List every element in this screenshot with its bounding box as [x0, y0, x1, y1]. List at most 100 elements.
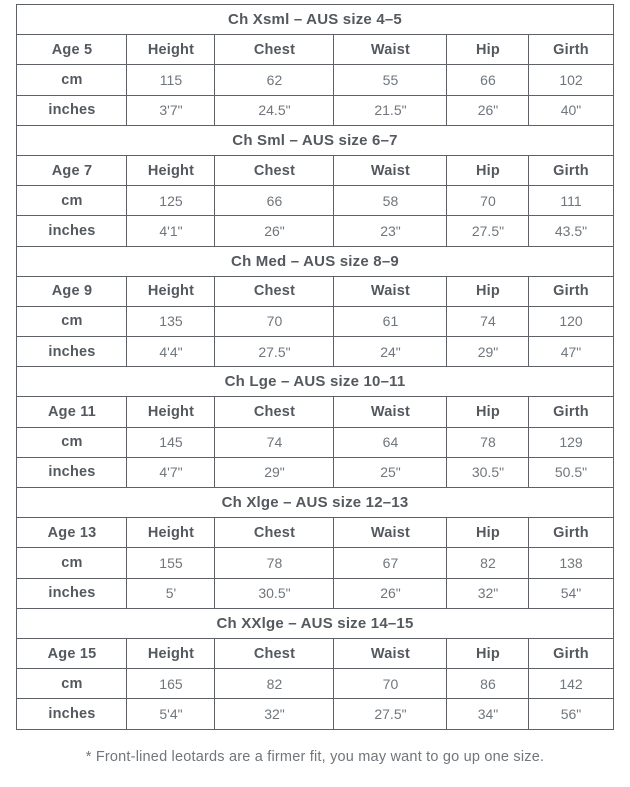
unit-label-cell: inches [16, 94, 128, 126]
inches-value-cell: 56" [528, 698, 614, 730]
section-header-row: Age 15 Height Chest Waist Hip Girth [16, 637, 614, 670]
cm-value-cell: 142 [528, 668, 614, 700]
measure-header-cell: Waist [333, 517, 448, 549]
cm-value-cell: 62 [214, 64, 335, 96]
unit-label-cell: inches [16, 456, 128, 489]
section-title-row: Ch Sml – AUS size 6–7 [16, 124, 614, 156]
measure-header-cell: Girth [528, 154, 614, 187]
unit-label-cell: inches [16, 336, 128, 368]
section-title-row: Ch Xlge – AUS size 12–13 [16, 486, 614, 519]
unit-label-cell: inches [16, 577, 128, 609]
cm-value-cell: 70 [446, 185, 530, 217]
cm-value-cell: 135 [126, 305, 216, 338]
measure-header-cell: Chest [214, 154, 335, 187]
unit-label-cell: cm [16, 547, 128, 579]
age-header-cell: Age 9 [16, 275, 128, 307]
cm-values-row: cm 155 78 67 82 138 [16, 547, 614, 579]
measure-header-cell: Waist [333, 396, 448, 428]
section-title: Ch Sml – AUS size 6–7 [16, 124, 614, 156]
inches-value-cell: 26" [214, 215, 335, 247]
cm-values-row: cm 125 66 58 70 111 [16, 185, 614, 217]
cm-value-cell: 66 [214, 185, 335, 217]
measure-header-cell: Height [126, 154, 216, 187]
age-header-cell: Age 5 [16, 34, 128, 66]
measure-header-cell: Chest [214, 396, 335, 428]
measure-header-cell: Height [126, 517, 216, 549]
section-title-row: Ch Med – AUS size 8–9 [16, 245, 614, 277]
section-header-row: Age 5 Height Chest Waist Hip Girth [16, 34, 614, 66]
unit-label-cell: inches [16, 215, 128, 247]
section-title: Ch Xsml – AUS size 4–5 [16, 3, 614, 36]
cm-value-cell: 155 [126, 547, 216, 579]
measure-header-cell: Girth [528, 396, 614, 428]
section-header-row: Age 13 Height Chest Waist Hip Girth [16, 517, 614, 549]
measure-header-cell: Hip [446, 517, 530, 549]
unit-label-cell: inches [16, 698, 128, 730]
unit-label-cell: cm [16, 305, 128, 338]
inches-value-cell: 27.5" [214, 336, 335, 368]
inches-values-row: inches 4'4" 27.5" 24" 29" 47" [16, 336, 614, 368]
inches-value-cell: 27.5" [446, 215, 530, 247]
cm-value-cell: 102 [528, 64, 614, 96]
cm-value-cell: 67 [333, 547, 448, 579]
cm-value-cell: 74 [214, 426, 335, 458]
cm-value-cell: 115 [126, 64, 216, 96]
measure-header-cell: Waist [333, 34, 448, 66]
cm-value-cell: 58 [333, 185, 448, 217]
measure-header-cell: Chest [214, 517, 335, 549]
section-header-row: Age 7 Height Chest Waist Hip Girth [16, 154, 614, 187]
unit-label-cell: cm [16, 668, 128, 700]
cm-value-cell: 70 [214, 305, 335, 338]
inches-value-cell: 24" [333, 336, 448, 368]
section-header-row: Age 11 Height Chest Waist Hip Girth [16, 396, 614, 428]
cm-value-cell: 145 [126, 426, 216, 458]
inches-values-row: inches 5'4" 32" 27.5" 34" 56" [16, 698, 614, 730]
section-title: Ch Lge – AUS size 10–11 [16, 366, 614, 398]
measure-header-cell: Hip [446, 34, 530, 66]
inches-value-cell: 25" [333, 456, 448, 489]
inches-value-cell: 26" [333, 577, 448, 609]
measure-header-cell: Height [126, 396, 216, 428]
inches-value-cell: 34" [446, 698, 530, 730]
size-chart-table: Ch Xsml – AUS size 4–5 Age 5 Height Chest Wa… [16, 3, 614, 730]
cm-values-row: cm 135 70 61 74 120 [16, 305, 614, 338]
measure-header-cell: Hip [446, 275, 530, 307]
cm-value-cell: 86 [446, 668, 530, 700]
measure-header-cell: Chest [214, 637, 335, 670]
measure-header-cell: Waist [333, 154, 448, 187]
cm-value-cell: 82 [214, 668, 335, 700]
inches-values-row: inches 4'7" 29" 25" 30.5" 50.5" [16, 456, 614, 489]
measure-header-cell: Waist [333, 275, 448, 307]
footnote: * Front-lined leotards are a firmer fit,… [85, 748, 545, 765]
cm-value-cell: 138 [528, 547, 614, 579]
section-title-row: Ch Xsml – AUS size 4–5 [16, 3, 614, 36]
cm-value-cell: 78 [446, 426, 530, 458]
section-title: Ch Xlge – AUS size 12–13 [16, 486, 614, 519]
inches-values-row: inches 5' 30.5" 26" 32" 54" [16, 577, 614, 609]
inches-value-cell: 40" [528, 94, 614, 126]
cm-value-cell: 55 [333, 64, 448, 96]
cm-values-row: cm 145 74 64 78 129 [16, 426, 614, 458]
inches-value-cell: 30.5" [446, 456, 530, 489]
inches-value-cell: 4'7" [126, 456, 216, 489]
inches-value-cell: 23" [333, 215, 448, 247]
cm-value-cell: 64 [333, 426, 448, 458]
inches-value-cell: 5' [126, 577, 216, 609]
cm-value-cell: 78 [214, 547, 335, 579]
inches-value-cell: 26" [446, 94, 530, 126]
cm-value-cell: 74 [446, 305, 530, 338]
cm-value-cell: 82 [446, 547, 530, 579]
age-header-cell: Age 15 [16, 637, 128, 670]
cm-values-row: cm 165 82 70 86 142 [16, 668, 614, 700]
cm-value-cell: 70 [333, 668, 448, 700]
inches-value-cell: 4'1" [126, 215, 216, 247]
cm-value-cell: 120 [528, 305, 614, 338]
unit-label-cell: cm [16, 64, 128, 96]
section-title-row: Ch XXlge – AUS size 14–15 [16, 607, 614, 639]
section-title: Ch XXlge – AUS size 14–15 [16, 607, 614, 639]
section-title: Ch Med – AUS size 8–9 [16, 245, 614, 277]
inches-value-cell: 5'4" [126, 698, 216, 730]
measure-header-cell: Girth [528, 34, 614, 66]
inches-value-cell: 30.5" [214, 577, 335, 609]
measure-header-cell: Girth [528, 637, 614, 670]
